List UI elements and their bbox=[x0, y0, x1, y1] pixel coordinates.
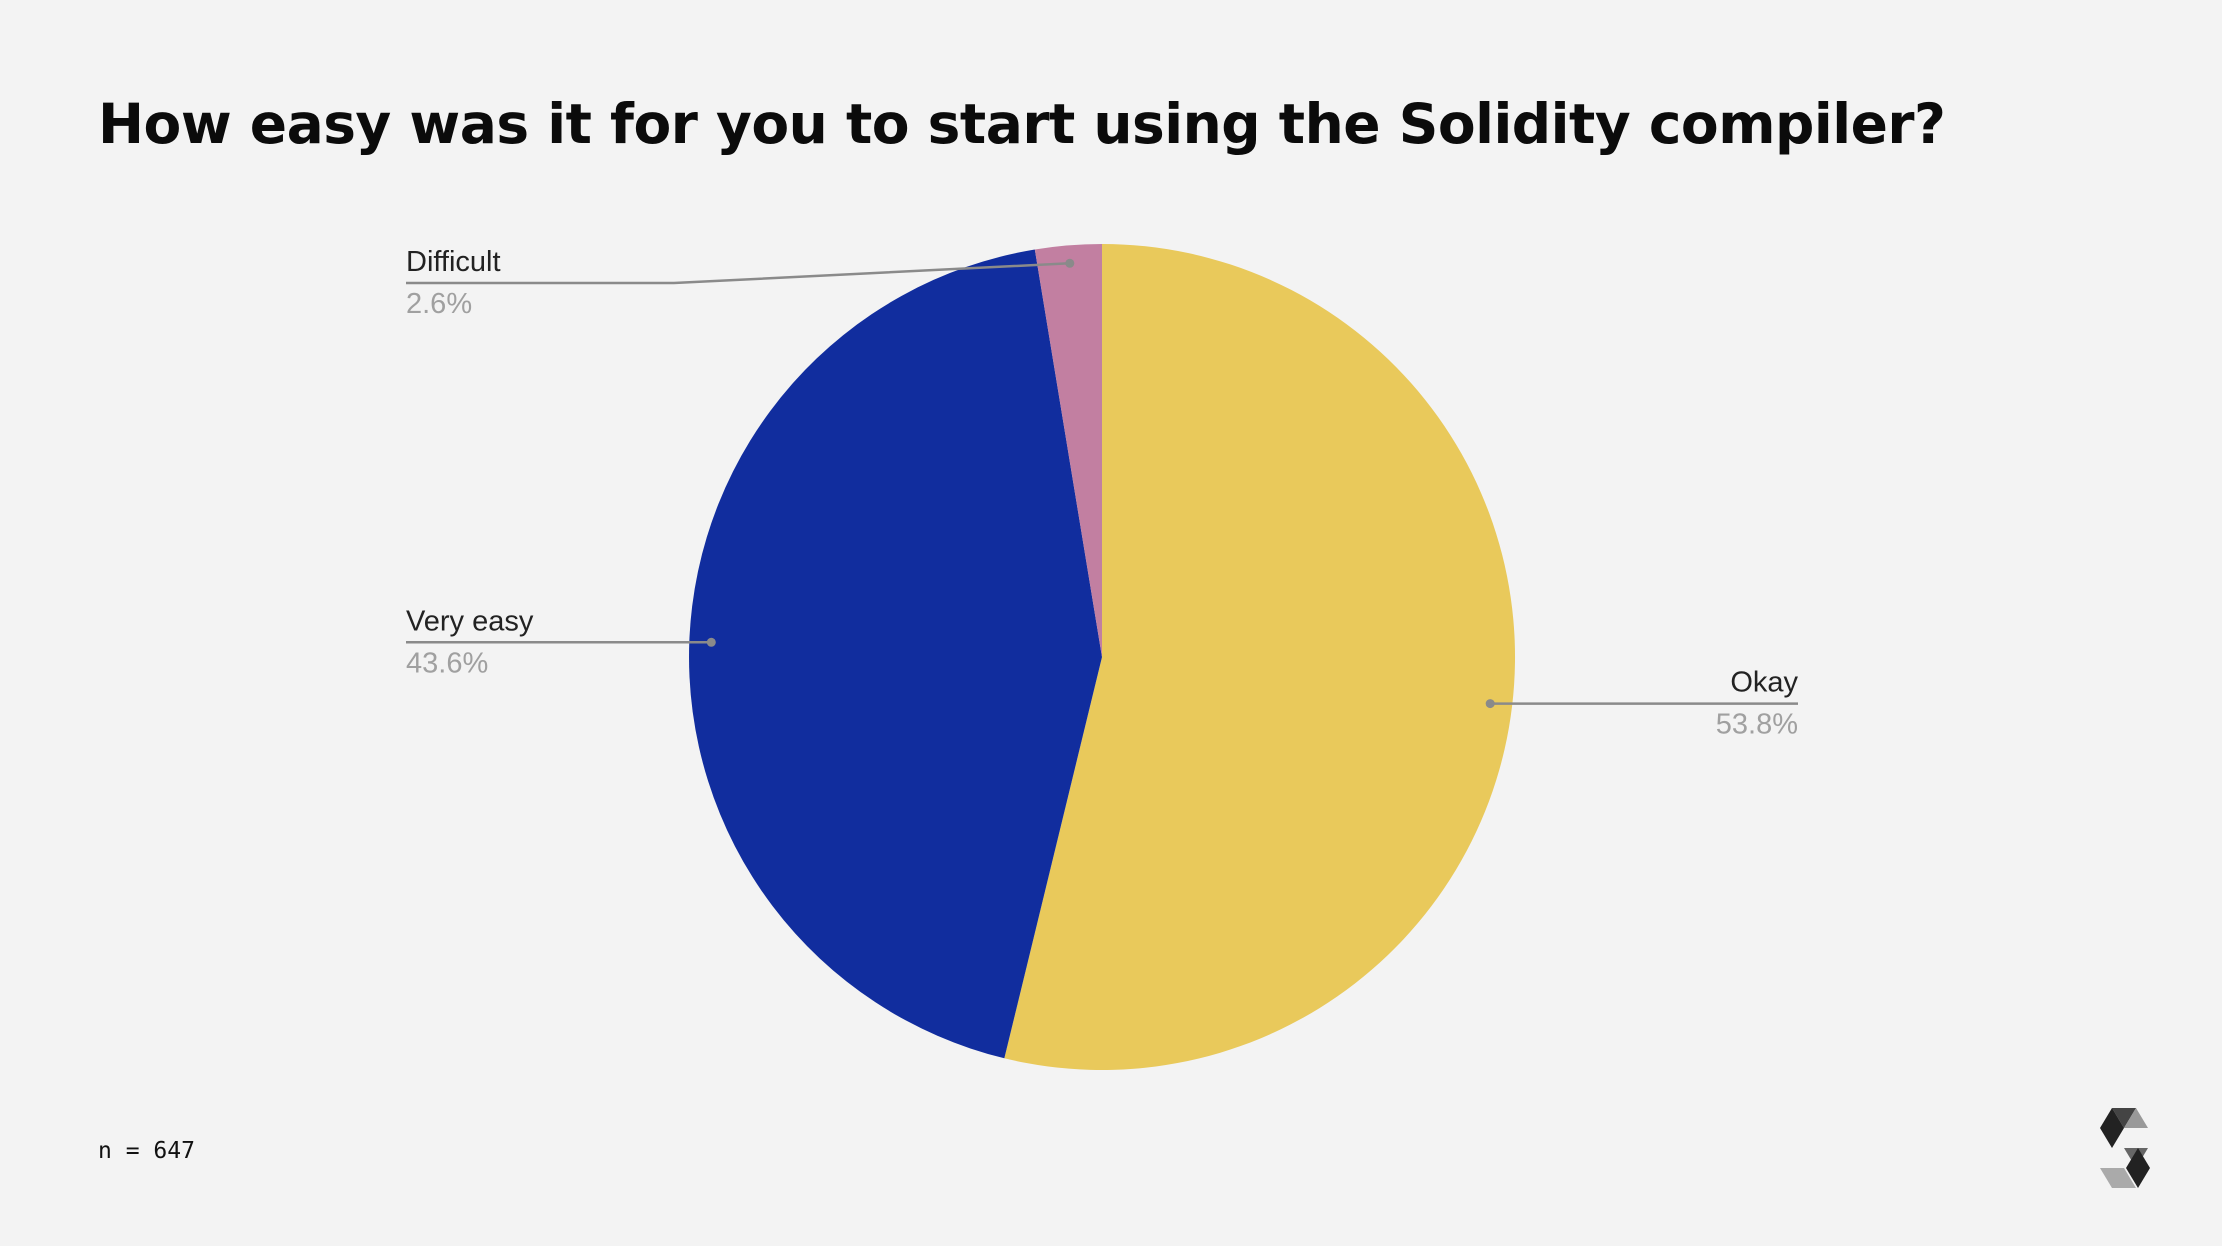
leader-dot-okay bbox=[1485, 699, 1495, 709]
slice-label-difficult: Difficult bbox=[406, 246, 501, 278]
leader-dot-difficult bbox=[1065, 258, 1075, 268]
leader-dot-very-easy bbox=[706, 637, 716, 647]
pie-slice-very-easy bbox=[689, 249, 1102, 1059]
slice-label-very-easy: Very easy bbox=[406, 605, 534, 637]
slice-value-okay: 53.8% bbox=[1716, 709, 1798, 741]
slice-value-difficult: 2.6% bbox=[406, 288, 472, 320]
chart-title: How easy was it for you to start using t… bbox=[98, 92, 1946, 156]
pie-slices bbox=[689, 244, 1516, 1070]
pie-labels: Okay 53.8% Very easy 43.6% Difficult 2.6% bbox=[406, 246, 1798, 741]
leader-line-difficult bbox=[406, 262, 1070, 285]
pie-slice-okay bbox=[1004, 244, 1516, 1070]
pie-slice-difficult bbox=[1034, 244, 1102, 657]
sample-size-note: n = 647 bbox=[98, 1138, 195, 1164]
slice-value-very-easy: 43.6% bbox=[406, 647, 488, 679]
slice-label-okay: Okay bbox=[1730, 667, 1798, 699]
solidity-logo-icon bbox=[2100, 1108, 2150, 1188]
